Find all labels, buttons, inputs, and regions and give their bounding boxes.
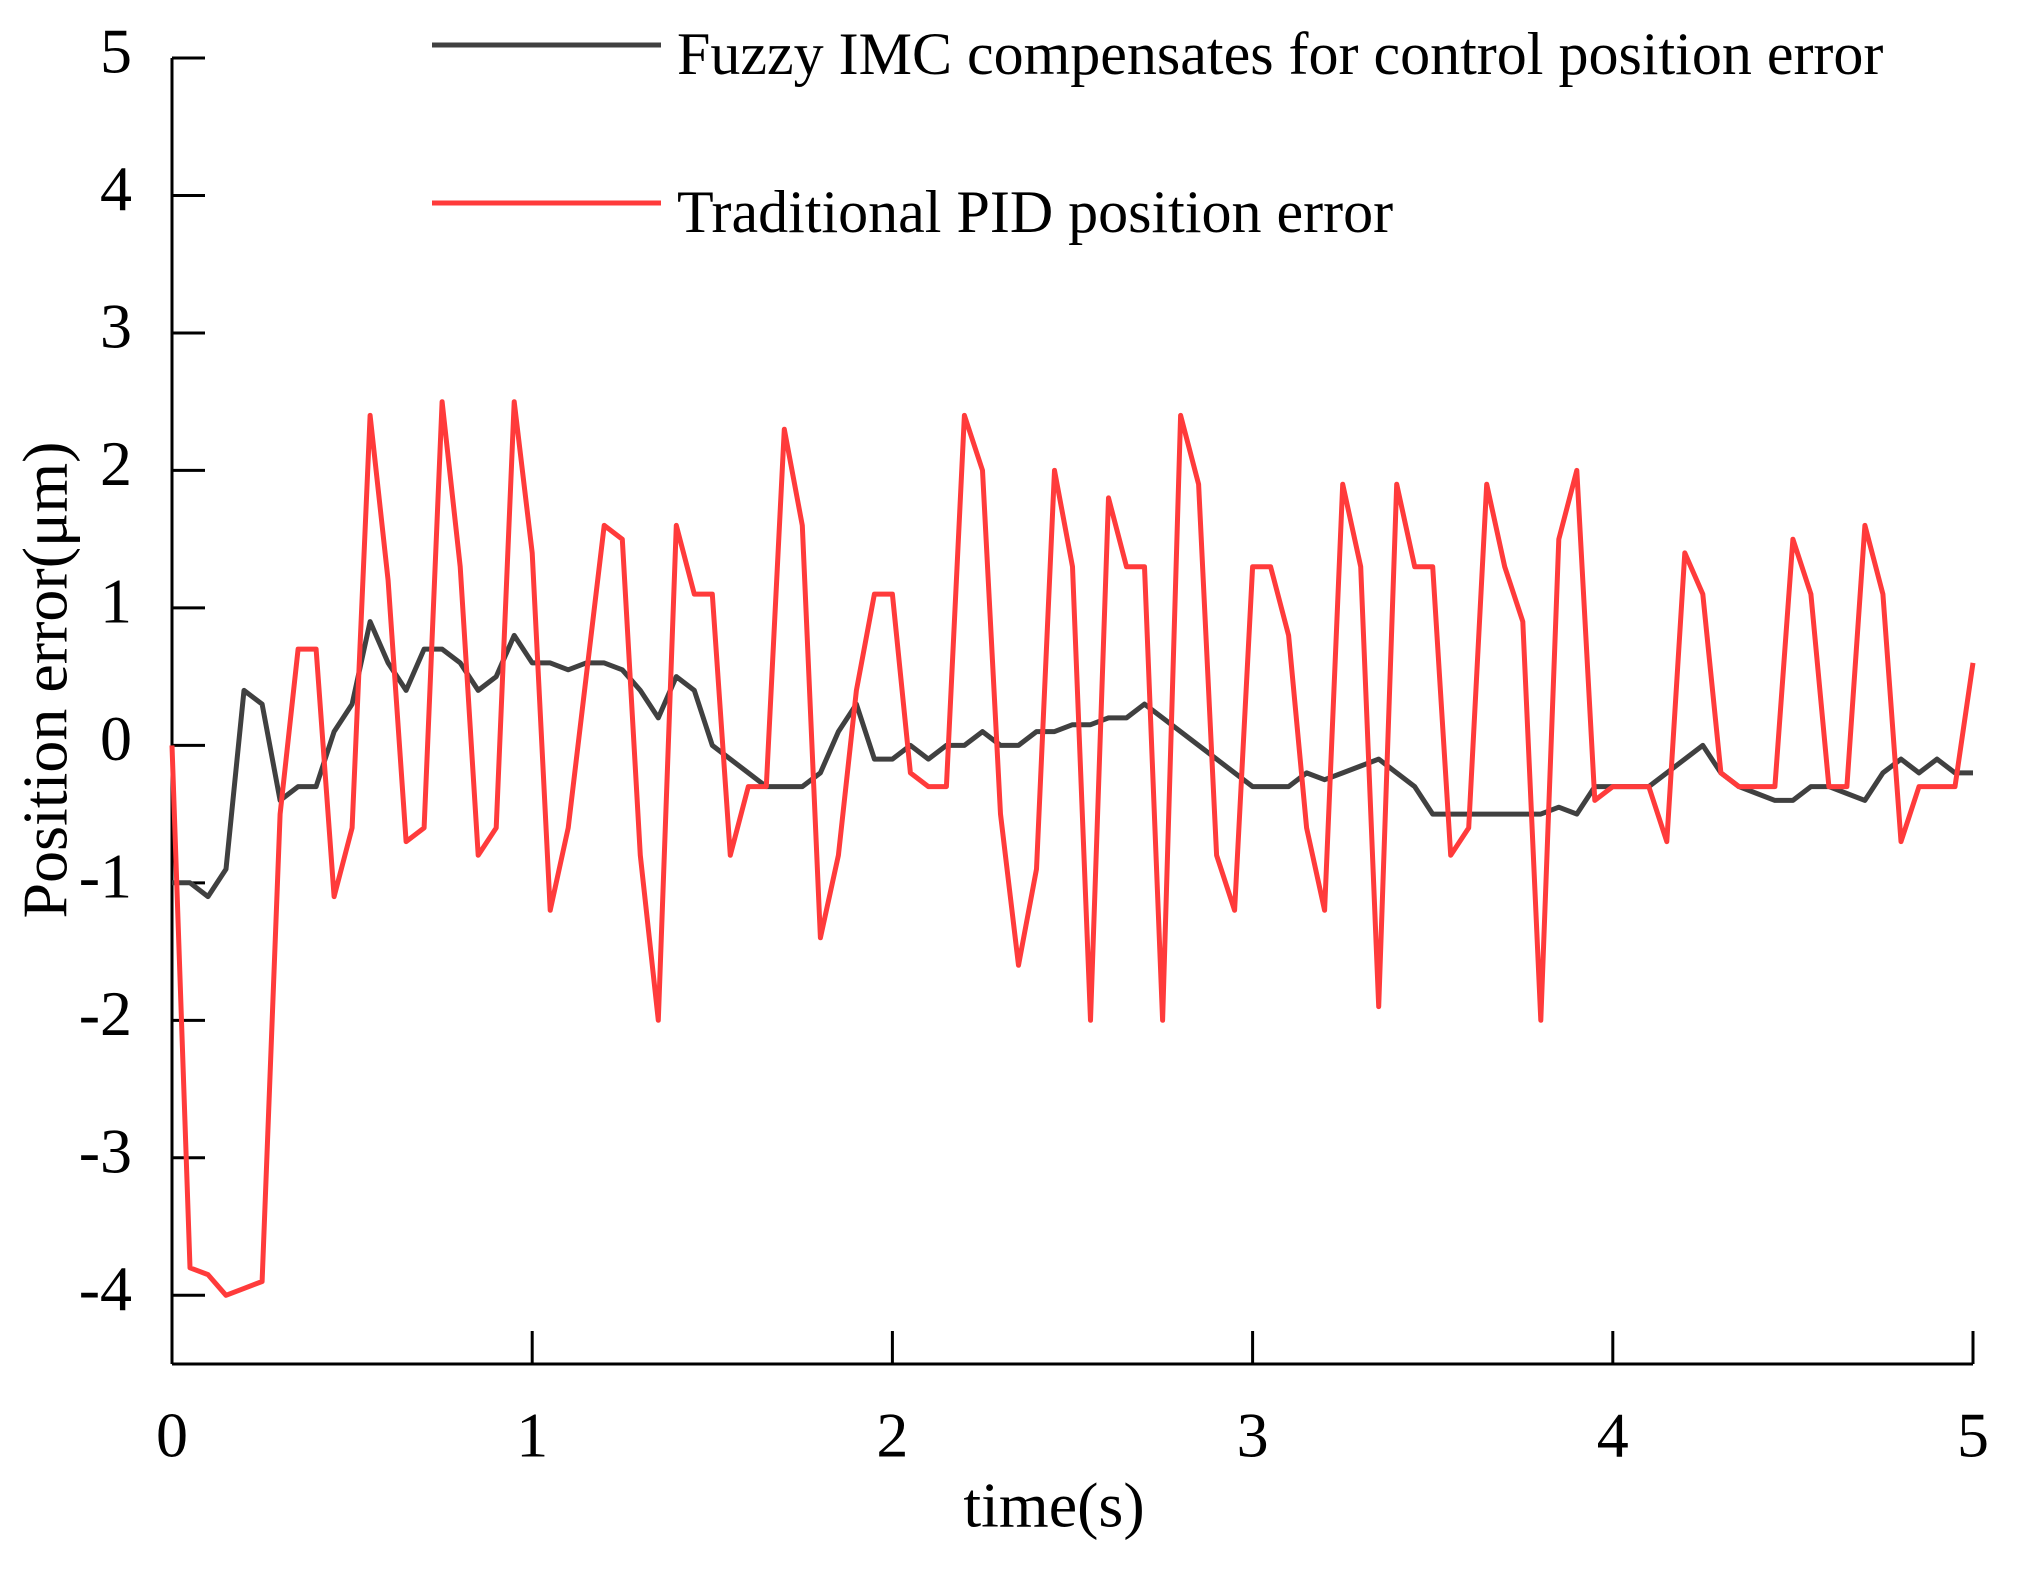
y-tick-label: 2 [100, 428, 132, 499]
y-axis-title: Position error(μm) [10, 442, 81, 919]
y-tick-label: 1 [100, 566, 132, 637]
y-tick-label: -1 [79, 841, 132, 912]
y-tick-label: 5 [100, 16, 132, 87]
x-tick-label: 4 [1597, 1400, 1629, 1471]
x-tick-label: 2 [876, 1400, 908, 1471]
y-tick-label: -2 [79, 978, 132, 1049]
y-tick-label: -3 [79, 1115, 132, 1186]
x-tick-label: 1 [516, 1400, 548, 1471]
legend-label: Traditional PID position error [677, 179, 1393, 245]
series-line [169, 399, 1976, 1298]
series-line [172, 619, 1973, 900]
y-tick-label: 0 [100, 703, 132, 774]
x-axis-title: time(s) [963, 1470, 1144, 1541]
x-tick-label: 3 [1237, 1400, 1269, 1471]
y-tick-label: -4 [79, 1253, 132, 1324]
y-tick-label: 4 [100, 153, 132, 224]
y-tick-label: 3 [100, 291, 132, 362]
legend-label: Fuzzy IMC compensates for control positi… [677, 21, 1883, 87]
x-tick-label: 5 [1957, 1400, 1989, 1471]
x-tick-label: 0 [156, 1400, 188, 1471]
